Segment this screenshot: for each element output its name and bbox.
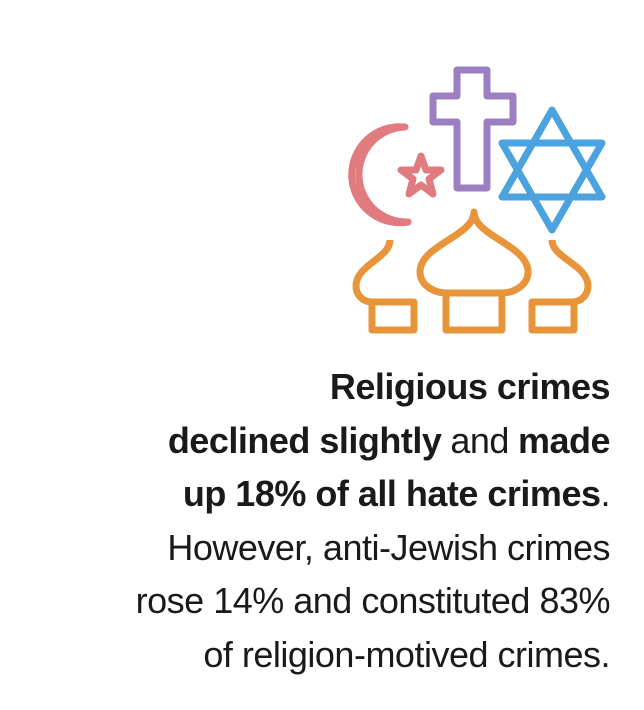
bold-text: declined slightly	[167, 419, 442, 461]
caption-line: rose 14% and constituted 83%	[10, 574, 611, 628]
caption-line: However, anti-Jewish crimes	[10, 521, 610, 575]
text: However, anti-Jewish crimes	[167, 526, 610, 568]
star-down	[498, 139, 606, 234]
left-base	[368, 298, 418, 334]
left-dome	[352, 239, 414, 306]
star-up	[498, 106, 606, 201]
caption-line: of religion-motived crimes.	[10, 628, 610, 682]
right-base	[528, 298, 578, 334]
crescent	[348, 123, 412, 227]
text: of religion-motived crimes.	[203, 633, 610, 675]
cross	[429, 66, 517, 192]
caption-line: declined slightly and made	[10, 414, 611, 468]
bold-text: Religious crimes	[329, 366, 611, 407]
text: .	[600, 473, 610, 514]
caption: Religious crimes declined slightly and made…	[10, 360, 611, 682]
caption-line: up 18% of all hate crimes.	[10, 467, 611, 521]
right-dome	[532, 239, 592, 306]
text: rose 14% and constituted 83%	[135, 580, 611, 621]
bold-text: made	[517, 419, 611, 461]
bold-text: up 18% of all hate crimes	[182, 473, 601, 514]
center-dome	[416, 208, 532, 297]
caption-line: Religious crimes	[10, 360, 611, 414]
religion-icons	[348, 66, 606, 334]
text: and	[450, 419, 509, 461]
center-base	[442, 289, 506, 334]
small-star	[397, 152, 445, 198]
